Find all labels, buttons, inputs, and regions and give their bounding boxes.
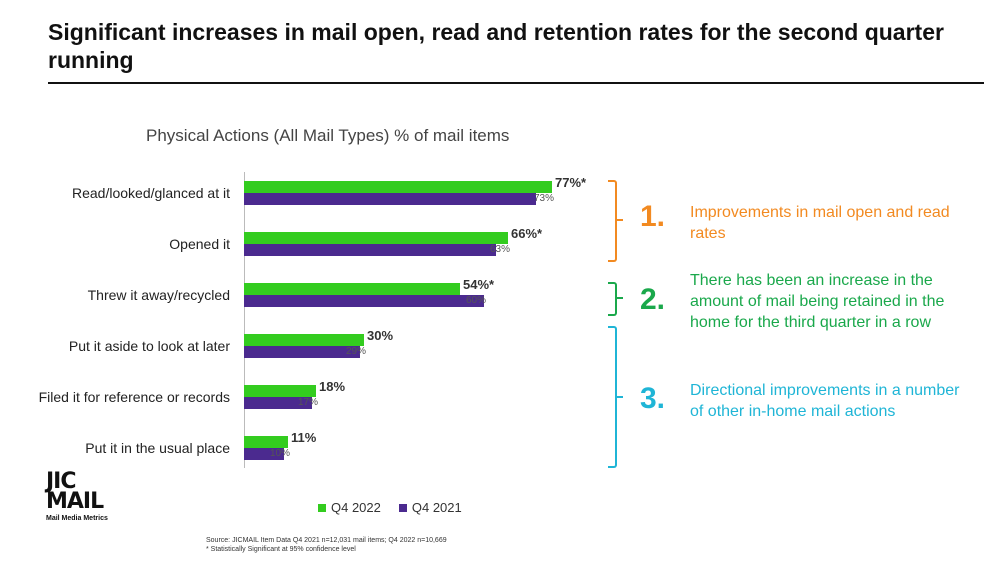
bar-q4-2021-opened-it [244, 244, 496, 256]
legend-item-q4-2021: Q4 2021 [398, 500, 462, 515]
page-title: Significant increases in mail open, read… [48, 19, 944, 73]
source-line-2: * Statistically Significant at 95% confi… [206, 546, 356, 553]
data-label-q4-2021-opened-it: 63% [490, 244, 511, 255]
bar-q4-2022-put-it-in-the-usual-place [244, 436, 288, 448]
bar-q4-2021-filed-it-for-reference-or-records [244, 397, 312, 409]
data-label-q4-2022-filed-it-for-reference-or-records: 18% [319, 379, 346, 394]
annotation-number-3: 3. [640, 382, 666, 415]
legend-label-q4-2022: Q4 2022 [331, 500, 381, 515]
data-label-q4-2021-put-it-aside-to-look-at-later: 29% [346, 346, 367, 357]
category-label-filed-it-for-reference-or-records: Filed it for reference or records [38, 389, 230, 405]
data-label-q4-2022-put-it-aside-to-look-at-later: 30% [367, 328, 394, 343]
data-label-q4-2021-threw-it-away-recycled: 60% [466, 295, 487, 306]
data-label-q4-2022-opened-it: 66%* [511, 226, 543, 241]
data-label-q4-2021-read-looked-glanced-at-it: 73% [534, 193, 555, 204]
chart-title: Physical Actions (All Mail Types) % of m… [146, 126, 510, 145]
title-divider [48, 82, 984, 84]
source-note: Source: JICMAIL Item Data Q4 2021 n=12,0… [206, 536, 447, 554]
data-label-q4-2021-put-it-in-the-usual-place: 10% [270, 448, 291, 459]
bar-q4-2021-put-it-aside-to-look-at-later [244, 346, 360, 358]
legend-label-q4-2021: Q4 2021 [411, 500, 462, 515]
bar-q4-2022-read-looked-glanced-at-it [244, 181, 552, 193]
legend-swatch-q4-2021 [398, 503, 407, 512]
data-label-q4-2022-read-looked-glanced-at-it: 77%* [555, 175, 587, 190]
category-axis [244, 172, 245, 468]
bracket-1-tick [617, 219, 623, 221]
bar-q4-2022-put-it-aside-to-look-at-later [244, 334, 364, 346]
bar-q4-2022-threw-it-away-recycled [244, 283, 460, 295]
bracket-1 [608, 180, 617, 262]
chart-legend: Q4 2022 Q4 2021 [318, 500, 462, 515]
bracket-3-tick [617, 396, 623, 398]
data-label-q4-2022-put-it-in-the-usual-place: 11% [291, 430, 317, 445]
logo-line-2: MAIL [46, 489, 104, 514]
category-label-opened-it: Opened it [169, 236, 230, 252]
bracket-3 [608, 326, 617, 468]
bar-q4-2021-put-it-in-the-usual-place [244, 448, 284, 460]
category-label-put-it-in-the-usual-place: Put it in the usual place [85, 440, 230, 456]
data-label-q4-2021-filed-it-for-reference-or-records: 17% [298, 397, 319, 408]
category-label-read-looked-glanced-at-it: Read/looked/glanced at it [72, 185, 230, 201]
annotation-text-2: There has been an increase in the amount… [690, 272, 945, 331]
category-label-threw-it-away-recycled: Threw it away/recycled [87, 287, 230, 303]
bracket-2 [608, 282, 617, 316]
annotation-text-3: Directional improvements in a number of … [690, 382, 960, 420]
annotation-number-1: 1. [640, 200, 666, 233]
legend-swatch-q4-2022 [318, 503, 326, 512]
legend-item-q4-2022: Q4 2022 [318, 500, 381, 515]
bar-q4-2021-read-looked-glanced-at-it [244, 193, 536, 205]
bar-q4-2022-opened-it [244, 232, 508, 244]
logo-line-1: JIC [46, 469, 77, 494]
logo-tagline: Mail Media Metrics [46, 515, 108, 522]
category-label-put-it-aside-to-look-at-later: Put it aside to look at later [68, 338, 230, 354]
bar-q4-2022-filed-it-for-reference-or-records [244, 385, 316, 397]
jicmail-logo: JIC MAIL Mail Media Metrics [46, 469, 126, 523]
annotation-text-1: Improvements in mail open and read rates [690, 204, 950, 242]
data-label-q4-2022-threw-it-away-recycled: 54%* [463, 277, 495, 292]
bar-q4-2021-threw-it-away-recycled [244, 295, 484, 307]
source-line-1: Source: JICMAIL Item Data Q4 2021 n=12,0… [206, 537, 447, 544]
bracket-2-tick [617, 297, 623, 299]
annotation-number-2: 2. [640, 283, 666, 316]
